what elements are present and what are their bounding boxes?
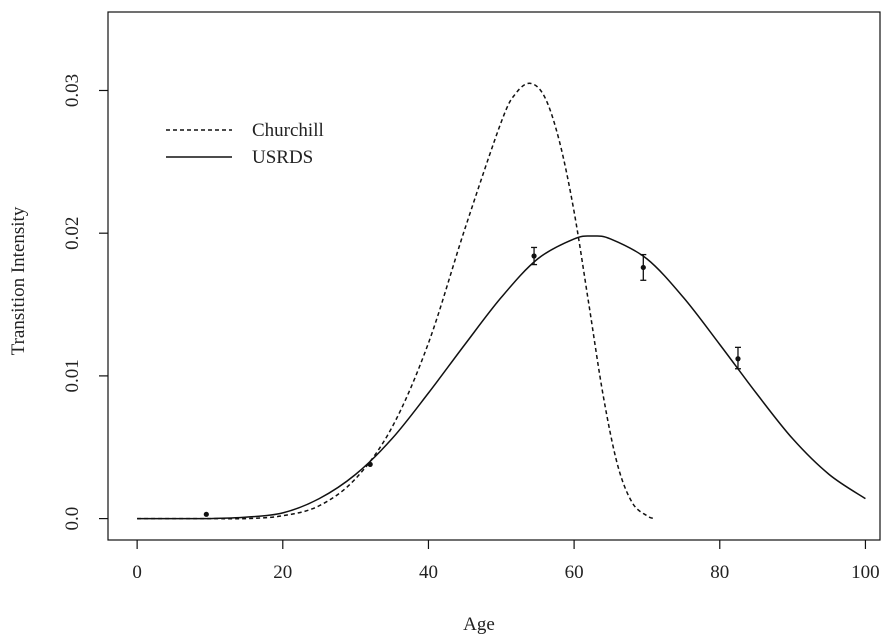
data-point: [735, 356, 741, 362]
x-tick-label: 60: [565, 562, 584, 583]
data-point: [203, 511, 209, 517]
x-tick-label: 80: [710, 562, 729, 583]
legend-label-churchill: Churchill: [252, 120, 324, 141]
series-line-churchill: [137, 82, 655, 520]
x-axis-title: Age: [463, 614, 495, 635]
legend: Churchill USRDS: [166, 120, 324, 168]
y-tick-label: 0.0: [62, 507, 83, 531]
x-tick-label: 40: [419, 562, 438, 583]
x-axis: 0 20 40 60 80 100: [132, 540, 880, 583]
y-axis: 0.0 0.01 0.02 0.03: [62, 74, 108, 531]
data-point: [367, 461, 373, 467]
legend-label-usrds: USRDS: [252, 147, 313, 168]
data-point: [531, 253, 537, 259]
x-tick-label: 100: [851, 562, 880, 583]
x-tick-label: 0: [132, 562, 142, 583]
plot-frame: [107, 11, 881, 541]
series-line-usrds: [137, 235, 866, 520]
y-tick-label: 0.02: [62, 217, 83, 250]
data-point: [640, 264, 646, 271]
y-tick-label: 0.03: [62, 74, 83, 107]
y-tick-label: 0.01: [62, 359, 83, 392]
data-points: [203, 246, 741, 517]
x-tick-label: 20: [273, 562, 292, 583]
y-axis-title: Transition Intensity: [8, 206, 29, 355]
series-layer: [137, 82, 866, 520]
